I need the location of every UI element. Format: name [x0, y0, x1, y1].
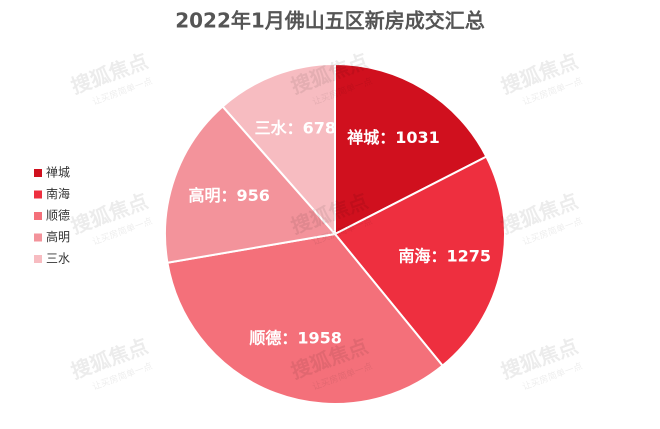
pie-slice	[166, 232, 444, 405]
legend-swatch	[34, 255, 42, 263]
legend-swatch	[34, 212, 42, 220]
chart-title: 2022年1月佛山五区新房成交汇总	[175, 9, 485, 33]
legend-label: 南海	[46, 186, 70, 201]
legend-swatch	[34, 190, 42, 199]
data-label: 禅城：1031	[346, 128, 440, 147]
legend-label: 顺德	[46, 208, 70, 223]
pie-slice	[221, 62, 336, 237]
pie-slice	[333, 155, 506, 368]
legend-swatch	[34, 233, 42, 242]
data-label: 高明：956	[188, 186, 269, 205]
data-label: 顺德：1958	[249, 329, 342, 348]
legend-label: 三水	[46, 252, 70, 266]
legend-label: 禅城	[46, 166, 70, 180]
legend-swatch	[34, 169, 42, 177]
pie-slice	[164, 105, 337, 264]
pie-slice	[334, 62, 488, 236]
data-label: 三水：678	[255, 119, 336, 138]
data-label: 南海：1275	[399, 247, 492, 266]
legend-label: 高明	[46, 229, 70, 244]
